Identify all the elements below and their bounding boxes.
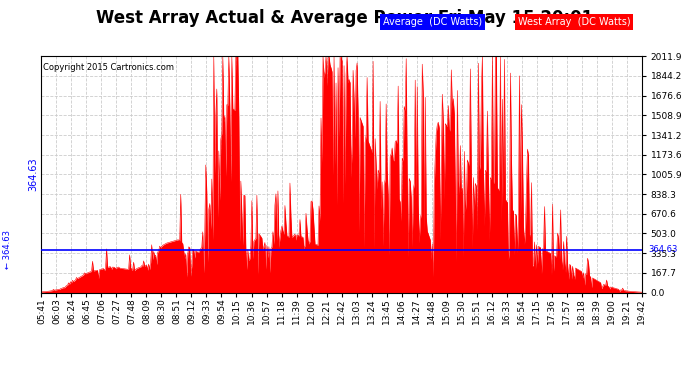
Text: West Array Actual & Average Power Fri May 15 20:01: West Array Actual & Average Power Fri Ma… — [97, 9, 593, 27]
Text: 364.63: 364.63 — [649, 245, 678, 254]
Text: Copyright 2015 Cartronics.com: Copyright 2015 Cartronics.com — [43, 63, 174, 72]
Text: Average  (DC Watts): Average (DC Watts) — [383, 17, 482, 27]
Y-axis label: 364.63: 364.63 — [28, 158, 39, 191]
Text: West Array  (DC Watts): West Array (DC Watts) — [518, 17, 630, 27]
Text: ← 364.63: ← 364.63 — [3, 230, 12, 269]
